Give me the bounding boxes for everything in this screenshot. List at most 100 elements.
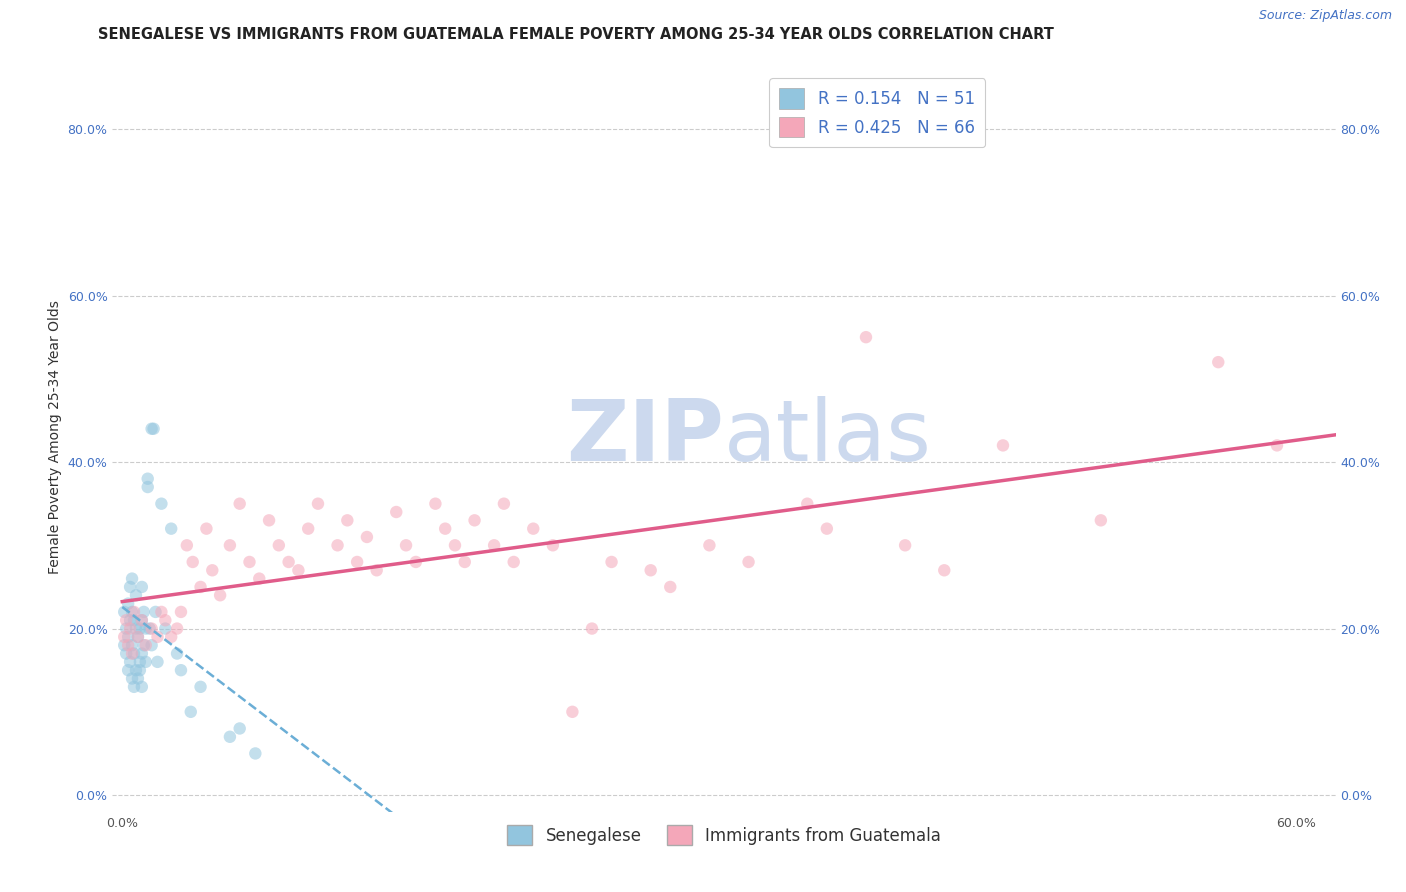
Point: [405, 555, 427, 569]
Point: [115, 613, 138, 627]
Point: [385, 505, 408, 519]
Point: [132, 605, 155, 619]
Point: [138, 622, 160, 636]
Point: [136, 480, 159, 494]
Point: [180, 705, 202, 719]
Point: [219, 730, 242, 744]
Point: [815, 522, 838, 536]
Point: [502, 555, 524, 569]
Point: [166, 647, 188, 661]
Point: [277, 555, 299, 569]
Point: [166, 622, 188, 636]
Point: [115, 622, 138, 636]
Point: [121, 572, 143, 586]
Text: ZIP: ZIP: [567, 395, 724, 479]
Point: [117, 597, 139, 611]
Text: SENEGALESE VS IMMIGRANTS FROM GUATEMALA FEMALE POVERTY AMONG 25-34 YEAR OLDS COR: SENEGALESE VS IMMIGRANTS FROM GUATEMALA …: [98, 27, 1054, 42]
Point: [120, 613, 142, 627]
Point: [117, 638, 139, 652]
Point: [112, 638, 135, 652]
Point: [1090, 513, 1112, 527]
Point: [135, 622, 157, 636]
Point: [122, 647, 145, 661]
Point: [131, 647, 153, 661]
Point: [336, 513, 359, 527]
Point: [145, 605, 167, 619]
Point: [115, 647, 138, 661]
Point: [141, 638, 163, 652]
Point: [150, 605, 173, 619]
Point: [155, 622, 177, 636]
Point: [128, 655, 150, 669]
Point: [121, 638, 143, 652]
Point: [297, 522, 319, 536]
Point: [146, 630, 169, 644]
Point: [120, 580, 142, 594]
Point: [160, 522, 183, 536]
Point: [131, 613, 153, 627]
Point: [219, 538, 242, 552]
Point: [267, 538, 290, 552]
Point: [150, 497, 173, 511]
Point: [991, 438, 1014, 452]
Point: [120, 622, 142, 636]
Point: [659, 580, 682, 594]
Point: [125, 622, 148, 636]
Point: [356, 530, 378, 544]
Point: [287, 563, 309, 577]
Point: [245, 747, 267, 761]
Point: [176, 538, 198, 552]
Point: [146, 655, 169, 669]
Point: [346, 555, 368, 569]
Point: [117, 630, 139, 644]
Legend: Senegalese, Immigrants from Guatemala: Senegalese, Immigrants from Guatemala: [501, 819, 948, 852]
Point: [307, 497, 329, 511]
Point: [894, 538, 917, 552]
Point: [561, 705, 583, 719]
Point: [737, 555, 759, 569]
Point: [1206, 355, 1229, 369]
Point: [190, 680, 212, 694]
Point: [131, 580, 153, 594]
Point: [112, 630, 135, 644]
Point: [141, 622, 163, 636]
Point: [128, 663, 150, 677]
Point: [121, 647, 143, 661]
Point: [454, 555, 477, 569]
Point: [170, 605, 193, 619]
Point: [201, 563, 224, 577]
Point: [482, 538, 505, 552]
Point: [128, 622, 150, 636]
Point: [209, 588, 232, 602]
Point: [170, 663, 193, 677]
Text: Source: ZipAtlas.com: Source: ZipAtlas.com: [1258, 9, 1392, 22]
Point: [120, 655, 142, 669]
Point: [181, 555, 204, 569]
Point: [541, 538, 564, 552]
Point: [160, 630, 183, 644]
Point: [121, 605, 143, 619]
Point: [132, 638, 155, 652]
Point: [425, 497, 447, 511]
Point: [190, 580, 212, 594]
Point: [155, 613, 177, 627]
Point: [796, 497, 818, 511]
Point: [444, 538, 467, 552]
Point: [142, 422, 165, 436]
Point: [326, 538, 349, 552]
Point: [855, 330, 877, 344]
Point: [131, 613, 153, 627]
Point: [117, 663, 139, 677]
Point: [434, 522, 457, 536]
Point: [600, 555, 623, 569]
Point: [125, 588, 148, 602]
Point: [135, 655, 157, 669]
Point: [395, 538, 418, 552]
Point: [127, 630, 149, 644]
Point: [122, 613, 145, 627]
Point: [122, 605, 145, 619]
Point: [366, 563, 388, 577]
Point: [136, 472, 159, 486]
Point: [127, 672, 149, 686]
Point: [1265, 438, 1288, 452]
